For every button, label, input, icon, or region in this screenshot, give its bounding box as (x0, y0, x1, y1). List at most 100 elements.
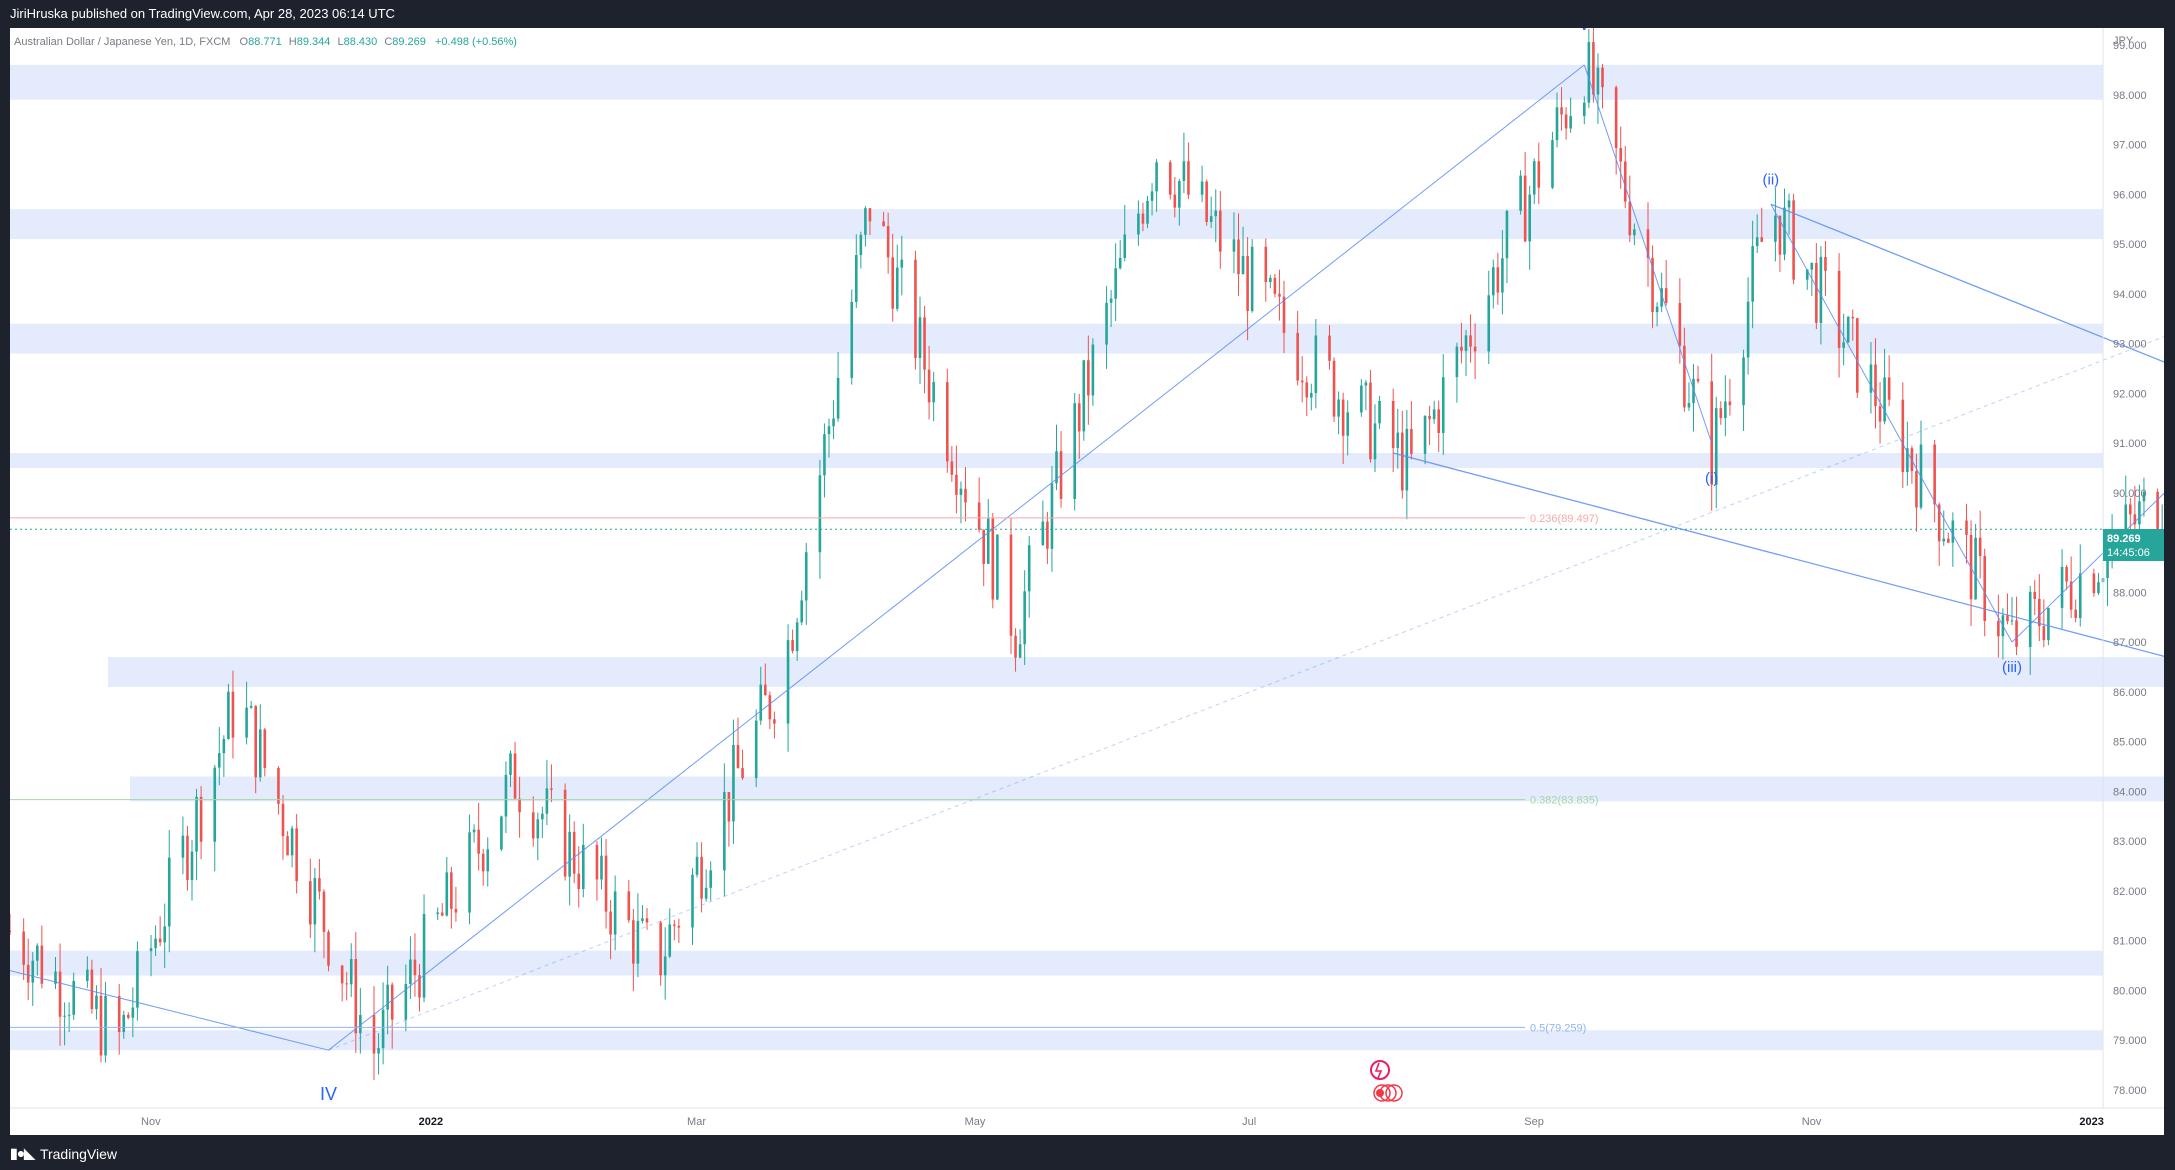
candle-body-187 (1205, 181, 1208, 223)
candle-body-82 (536, 819, 540, 839)
candle-body-14 (99, 995, 103, 1056)
candle-body-271 (1742, 357, 1745, 406)
candle-body-220 (1410, 428, 1413, 454)
candles (10, 28, 2164, 1080)
events-icon[interactable] (1373, 1084, 1403, 1102)
candle-body-151 (977, 502, 981, 530)
candle-body-125 (804, 552, 808, 601)
candle-body-260 (1664, 288, 1668, 304)
candle-body-204 (1310, 392, 1313, 398)
candle-body-190 (1219, 210, 1222, 252)
price-tick-18: 80.000 (2113, 985, 2147, 997)
candle-body-277 (1778, 215, 1782, 255)
candle-body-200 (1282, 296, 1286, 333)
candle-body-66 (436, 912, 439, 915)
candle-body-32 (218, 753, 221, 768)
candle-body-28 (190, 851, 194, 881)
candle-body-116 (754, 720, 758, 779)
candle-body-232 (1492, 267, 1495, 296)
candle-body-310 (1983, 556, 1986, 621)
candle-body-56 (372, 1014, 376, 1054)
candle-body-322 (2065, 566, 2068, 582)
candle-body-248 (1592, 42, 1595, 95)
candle-body-177 (1141, 213, 1145, 224)
snapshot-icon[interactable] (1370, 1060, 1390, 1080)
candle-body-202 (1300, 380, 1304, 383)
channel-lower[interactable] (1393, 452, 2164, 891)
wave-line-iii-iv[interactable] (2011, 344, 2164, 643)
supply-demand-zones (10, 64, 2164, 1051)
candle-body-314 (2010, 620, 2014, 622)
price-tick-3: 96.000 (2113, 189, 2147, 201)
candle-body-22 (154, 938, 157, 949)
candle-body-69 (450, 872, 453, 909)
candle-body-13 (95, 995, 98, 1010)
candle-body-79 (513, 753, 517, 799)
candle-body-76 (500, 816, 503, 850)
candle-body-246 (1583, 102, 1586, 117)
candle-body-101 (659, 922, 662, 976)
candle-body-103 (668, 924, 672, 957)
candle-body-325 (2078, 573, 2082, 619)
candle-body-316 (2028, 591, 2032, 647)
candle-body-75 (486, 849, 490, 872)
candle-body-256 (1646, 229, 1650, 258)
tradingview-logo[interactable]: ▮●◣ TradingView (10, 1145, 117, 1162)
candle-body-215 (1378, 400, 1381, 424)
candle-body-174 (1118, 257, 1122, 269)
trend-line-prior[interactable] (10, 970, 329, 1051)
wave-line-ii-iii[interactable] (1770, 203, 2013, 643)
candle-body-211 (1360, 385, 1363, 413)
candle-body-78 (509, 753, 512, 775)
candle-body-89 (577, 873, 581, 890)
wave-line-V-i[interactable] (1583, 64, 1713, 444)
trend-line-IV-V[interactable] (328, 64, 1585, 1051)
legend-h-label: H (289, 36, 297, 48)
candle-body-311 (1997, 620, 2000, 637)
price-tick-15: 83.000 (2113, 836, 2147, 848)
candle-body-216 (1391, 400, 1395, 449)
candle-body-45 (295, 828, 298, 882)
candle-body-242 (1555, 107, 1559, 141)
candle-body-264 (1692, 378, 1695, 403)
candle-body-156 (1009, 534, 1013, 636)
legend-l-label: L (337, 36, 343, 48)
candle-body-141 (914, 259, 917, 359)
legend-l-value: 88.430 (344, 36, 378, 48)
candle-body-148 (955, 474, 958, 495)
candle-body-210 (1346, 412, 1349, 436)
candle-body-219 (1405, 428, 1409, 491)
time-axis[interactable]: Nov2022MarMayJulSepNov2023MarMayJulSepNo… (141, 1116, 2164, 1128)
candle-body-178 (1146, 200, 1149, 224)
candle-body-278 (1783, 207, 1786, 255)
legend-c-label: C (384, 36, 392, 48)
drawings[interactable]: 0.236(89.497) 0.382(83.835) 0.5(79.259) (10, 64, 2164, 1051)
chart-area[interactable]: 0.236(89.497) 0.382(83.835) 0.5(79.259) V I… (10, 28, 2164, 1135)
candle-body-113 (732, 744, 735, 822)
candle-body-147 (950, 461, 954, 475)
candle-body-152 (982, 529, 985, 564)
legend-change: +0.498 (+0.56%) (435, 36, 517, 48)
candle-body-324 (2074, 609, 2077, 619)
candle-body-73 (477, 829, 480, 854)
candle-body-154 (991, 518, 995, 600)
candle-body-127 (823, 434, 826, 476)
candle-body-194 (1246, 256, 1249, 312)
candle-body-102 (663, 956, 667, 976)
candle-body-168 (1082, 360, 1086, 432)
candle-body-54 (354, 958, 358, 1034)
candle-body-206 (1328, 335, 1331, 361)
candle-body-160 (1027, 545, 1031, 592)
wave-label-0: V (1578, 28, 1590, 34)
price-tick-7: 92.000 (2113, 388, 2147, 400)
candle-body-233 (1496, 267, 1500, 293)
candle-body-132 (855, 255, 858, 302)
candle-body-108 (700, 856, 703, 899)
channel-upper[interactable] (1770, 203, 2164, 642)
candle-body-126 (818, 475, 822, 553)
chart-svg[interactable]: 0.236(89.497) 0.382(83.835) 0.5(79.259) V I… (10, 28, 2164, 1135)
price-axis[interactable]: 99.000 98.000 97.000 96.000 95.000 94.000 93.0… (2113, 40, 2147, 1097)
legend: Australian Dollar / Japanese Yen, 1D, FX… (14, 36, 517, 48)
time-tick-7: 2023 (2079, 1116, 2103, 1128)
candle-body-61 (404, 984, 408, 1020)
